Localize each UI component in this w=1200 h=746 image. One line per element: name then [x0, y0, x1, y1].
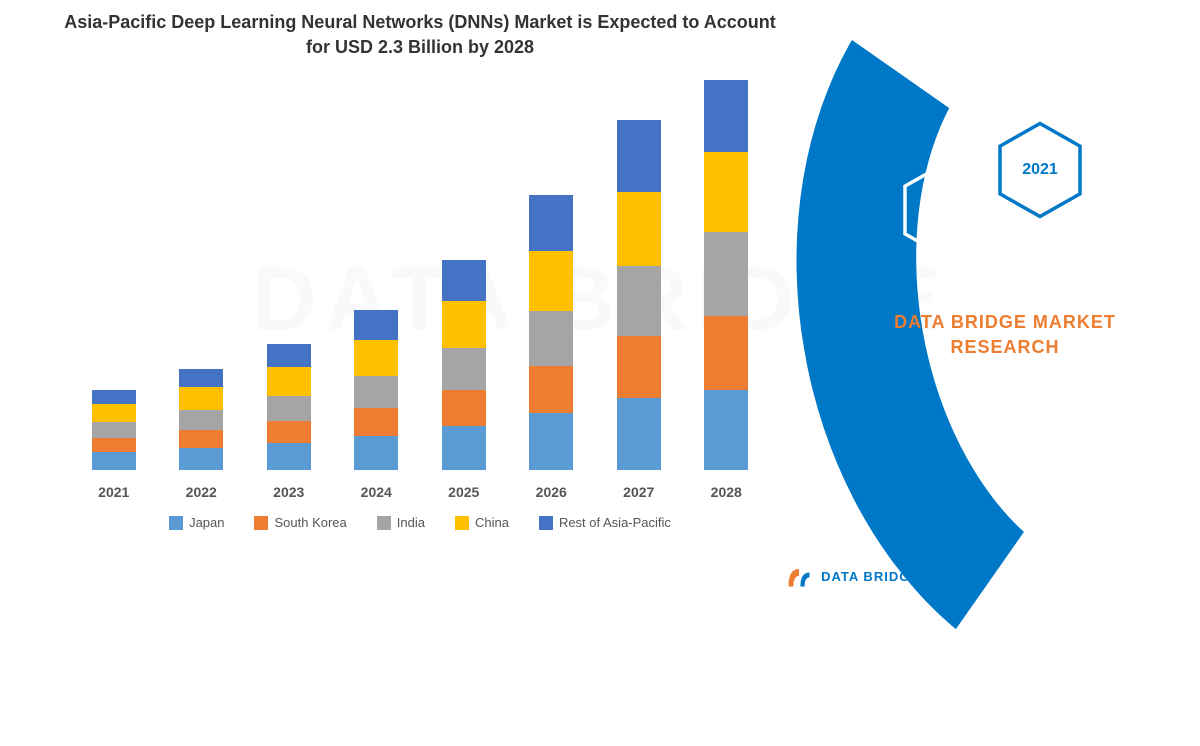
bar-segment [267, 396, 311, 421]
bar [354, 310, 398, 470]
bar-segment [617, 266, 661, 336]
bar-segment [442, 390, 486, 426]
legend-item: Rest of Asia-Pacific [539, 515, 671, 530]
bar-segment [354, 310, 398, 340]
chart-panel: Asia-Pacific Deep Learning Neural Networ… [0, 0, 800, 600]
chart-area: 20212022202320242025202620272028 [70, 80, 770, 500]
bar-segment [529, 366, 573, 413]
footer-logo: DATA BRIDGE [785, 562, 920, 590]
brand-line1: DATA BRIDGE MARKET [880, 310, 1130, 335]
bar-segment [704, 232, 748, 316]
bar-segment [442, 426, 486, 470]
bars-container [70, 80, 770, 470]
bar-segment [617, 120, 661, 192]
bar-segment [704, 390, 748, 470]
x-label: 2028 [683, 484, 771, 500]
bar-segment [617, 336, 661, 398]
bar-segment [92, 438, 136, 452]
bar [704, 80, 748, 470]
bar-segment [92, 452, 136, 470]
bar-group [683, 80, 771, 470]
bar [179, 369, 223, 470]
bar-segment [179, 430, 223, 448]
bar-segment [442, 301, 486, 348]
bar [442, 260, 486, 470]
bar-segment [704, 80, 748, 152]
legend-item: China [455, 515, 509, 530]
bar-group [508, 195, 596, 470]
bar-segment [354, 376, 398, 408]
x-label: 2021 [70, 484, 158, 500]
bar-group [245, 344, 333, 470]
bar [617, 120, 661, 470]
bar-segment [704, 316, 748, 390]
bar-segment [267, 421, 311, 443]
hex-2021-label: 2021 [1022, 161, 1058, 179]
x-label: 2024 [333, 484, 421, 500]
bar-segment [179, 410, 223, 430]
bar-group [595, 120, 683, 470]
bar-segment [529, 195, 573, 251]
bar-segment [267, 443, 311, 470]
bar-segment [354, 408, 398, 436]
x-label: 2025 [420, 484, 508, 500]
bar-group [70, 390, 158, 470]
legend-swatch [455, 516, 469, 530]
bar-segment [267, 344, 311, 367]
bar-segment [92, 404, 136, 422]
bar-segment [179, 387, 223, 410]
legend-label: Rest of Asia-Pacific [559, 515, 671, 530]
brand-line2: RESEARCH [880, 335, 1130, 360]
x-label: 2023 [245, 484, 333, 500]
bar-segment [92, 390, 136, 404]
legend-item: India [377, 515, 425, 530]
legend-label: South Korea [274, 515, 346, 530]
chart-title: Asia-Pacific Deep Learning Neural Networ… [60, 10, 780, 60]
bar-segment [354, 436, 398, 470]
x-axis-labels: 20212022202320242025202620272028 [70, 484, 770, 500]
bar [92, 390, 136, 470]
bar-segment [704, 152, 748, 232]
footer-logo-text: DATA BRIDGE [821, 569, 920, 584]
legend-swatch [377, 516, 391, 530]
legend-label: China [475, 515, 509, 530]
hex-2021: 2021 [995, 120, 1085, 220]
bar-segment [92, 422, 136, 438]
bar-group [333, 310, 421, 470]
bar-group [420, 260, 508, 470]
bar-segment [267, 367, 311, 396]
bar-segment [529, 251, 573, 311]
bar-segment [179, 448, 223, 470]
legend: Japan South Korea India China Rest of Asia-P… [60, 515, 780, 530]
legend-label: Japan [189, 515, 224, 530]
legend-item: South Korea [254, 515, 346, 530]
x-label: 2026 [508, 484, 596, 500]
hex-2028-label: 2028 [927, 201, 963, 219]
legend-label: India [397, 515, 425, 530]
logo-icon [785, 562, 813, 590]
bar-segment [354, 340, 398, 376]
legend-swatch [169, 516, 183, 530]
brand-text: DATA BRIDGE MARKET RESEARCH [880, 310, 1130, 360]
legend-swatch [539, 516, 553, 530]
bar-segment [529, 413, 573, 470]
bar [529, 195, 573, 470]
x-label: 2027 [595, 484, 683, 500]
hexagon-group: 2028 2021 [900, 120, 1140, 280]
right-title: Asia-Pacific Deep Learning Neural Networ… [860, 5, 1170, 53]
bar [267, 344, 311, 470]
hex-2028: 2028 [900, 160, 990, 260]
bar-group [158, 369, 246, 470]
bar-segment [442, 348, 486, 390]
bar-segment [442, 260, 486, 301]
arc-decoration [735, 0, 1200, 746]
x-label: 2022 [158, 484, 246, 500]
bar-segment [617, 398, 661, 470]
legend-item: Japan [169, 515, 224, 530]
right-panel: Asia-Pacific Deep Learning Neural Networ… [800, 0, 1200, 600]
legend-swatch [254, 516, 268, 530]
bar-segment [529, 311, 573, 366]
bar-segment [179, 369, 223, 387]
bar-segment [617, 192, 661, 266]
